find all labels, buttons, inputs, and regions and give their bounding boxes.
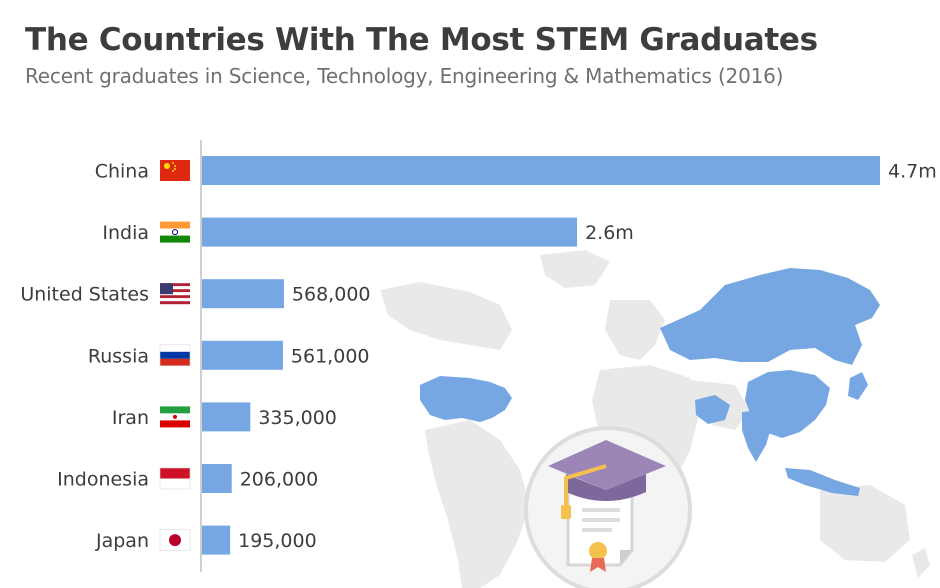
value-label: 206,000 bbox=[240, 469, 319, 491]
indonesia-map-shape bbox=[785, 468, 860, 496]
diploma-emblem bbox=[524, 426, 692, 588]
category-label: China bbox=[95, 161, 149, 183]
category-label: India bbox=[102, 222, 149, 244]
usa-flag-icon bbox=[160, 283, 190, 305]
iran-map-shape bbox=[695, 395, 730, 424]
chart-subtitle: Recent graduates in Science, Technology,… bbox=[25, 64, 784, 88]
indonesia-flag-icon bbox=[159, 467, 191, 490]
category-label: Russia bbox=[88, 345, 149, 367]
value-label: 335,000 bbox=[258, 407, 337, 429]
category-label: Japan bbox=[95, 530, 149, 552]
iran-flag-icon bbox=[160, 406, 190, 428]
russia-flag-icon bbox=[159, 344, 191, 367]
map-land-highlighted bbox=[420, 268, 880, 496]
bar-iran bbox=[202, 402, 251, 432]
value-label: 568,000 bbox=[292, 284, 371, 306]
india-map-shape bbox=[742, 410, 772, 462]
category-label: Indonesia bbox=[57, 469, 149, 491]
japan-flag-icon bbox=[159, 529, 191, 551]
bar-indonesia bbox=[202, 464, 232, 493]
bar-china bbox=[202, 156, 880, 185]
bar-united-states bbox=[202, 279, 284, 309]
value-label: 4.7m bbox=[888, 161, 937, 183]
chart-title: The Countries With The Most STEM Graduat… bbox=[25, 22, 818, 58]
category-label: United States bbox=[20, 284, 149, 306]
value-label: 195,000 bbox=[238, 530, 317, 552]
category-label: Iran bbox=[112, 407, 149, 429]
bar-russia bbox=[202, 340, 283, 370]
usa-map-shape bbox=[420, 376, 512, 422]
india-flag-icon bbox=[160, 221, 190, 243]
japan-map-shape bbox=[848, 372, 868, 400]
value-label: 561,000 bbox=[291, 345, 370, 367]
bar-india bbox=[202, 217, 578, 247]
value-label: 2.6m bbox=[585, 222, 634, 244]
china-flag-icon bbox=[160, 160, 190, 181]
bar-japan bbox=[202, 525, 231, 555]
russia-map-shape bbox=[660, 268, 880, 365]
graduation-cap-icon bbox=[548, 440, 666, 519]
